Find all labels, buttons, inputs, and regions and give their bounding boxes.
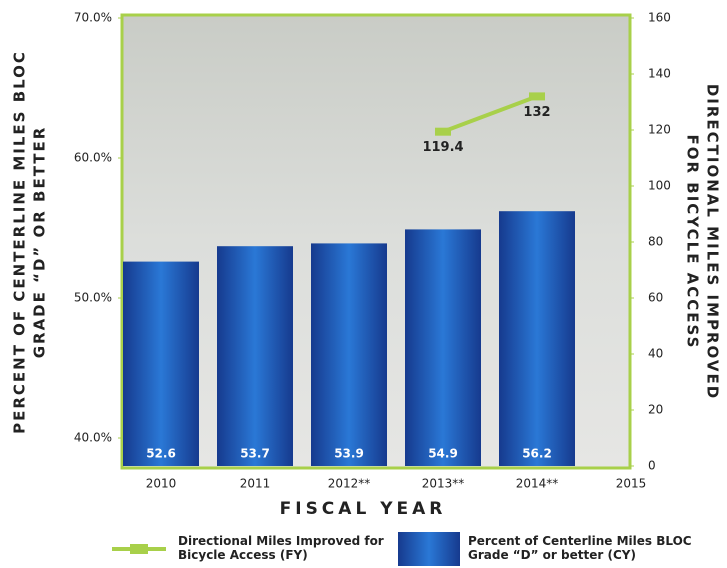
y2-tick-label: 120	[648, 123, 671, 137]
x-axis-title: FISCAL YEAR	[280, 499, 447, 519]
x-tick-label: 2011	[240, 477, 271, 491]
y2-tick-label: 40	[648, 347, 663, 361]
bar-value-label: 56.2	[522, 447, 552, 461]
y2-tick-label: 20	[648, 403, 663, 417]
y2-axis-title: DIRECTIONAL MILES IMPROVED FOR BICYCLE A…	[684, 84, 722, 400]
line	[442, 94, 538, 134]
y-axis-title: PERCENT OF CENTERLINE MILES BLOC GRADE “…	[11, 50, 49, 434]
y-tick-label: 40.0%	[74, 431, 112, 445]
bar-value-label: 52.6	[146, 447, 176, 461]
y-tick-label: 70.0%	[74, 11, 112, 25]
bar	[217, 246, 293, 466]
line-marker	[435, 127, 451, 136]
x-tick-label: 2010	[146, 477, 177, 491]
x-tick-label: 2015	[616, 477, 647, 491]
x-tick-label: 2013**	[422, 477, 465, 491]
y2-tick-label: 60	[648, 291, 663, 305]
x-tick-label: 2014**	[516, 477, 559, 491]
line-value-label: 119.4	[422, 140, 463, 155]
y2-axis-title-line: FOR BICYCLE ACCESS	[684, 135, 702, 350]
x-tick-label: 2012**	[328, 477, 371, 491]
bar	[405, 229, 481, 466]
bar	[499, 211, 575, 466]
bar-value-label: 54.9	[428, 447, 458, 461]
legend-label: Directional Miles Improved for Bicycle A…	[178, 534, 384, 562]
y2-tick-label: 140	[648, 67, 671, 81]
bar-value-label: 53.9	[334, 447, 364, 461]
y-axis-title-line: PERCENT OF CENTERLINE MILES BLOC	[11, 50, 29, 434]
legend-label: Percent of Centerline Miles BLOC Grade “…	[468, 534, 692, 562]
y2-tick-label: 0	[648, 459, 656, 473]
y2-tick-label: 160	[648, 11, 671, 25]
line-marker	[529, 92, 545, 101]
bar-value-label: 53.7	[240, 447, 270, 461]
y2-axis-title-line: DIRECTIONAL MILES IMPROVED	[704, 84, 722, 400]
y2-tick-label: 100	[648, 179, 671, 193]
line-value-label: 132	[523, 105, 550, 120]
legend-swatch	[398, 532, 460, 566]
legend-marker	[130, 544, 148, 554]
y-tick-label: 60.0%	[74, 151, 112, 165]
y-axis-title-line: GRADE “D” OR BETTER	[31, 126, 49, 359]
bar	[311, 243, 387, 466]
y-tick-label: 50.0%	[74, 291, 112, 305]
y2-tick-label: 80	[648, 235, 663, 249]
bar	[123, 261, 199, 466]
